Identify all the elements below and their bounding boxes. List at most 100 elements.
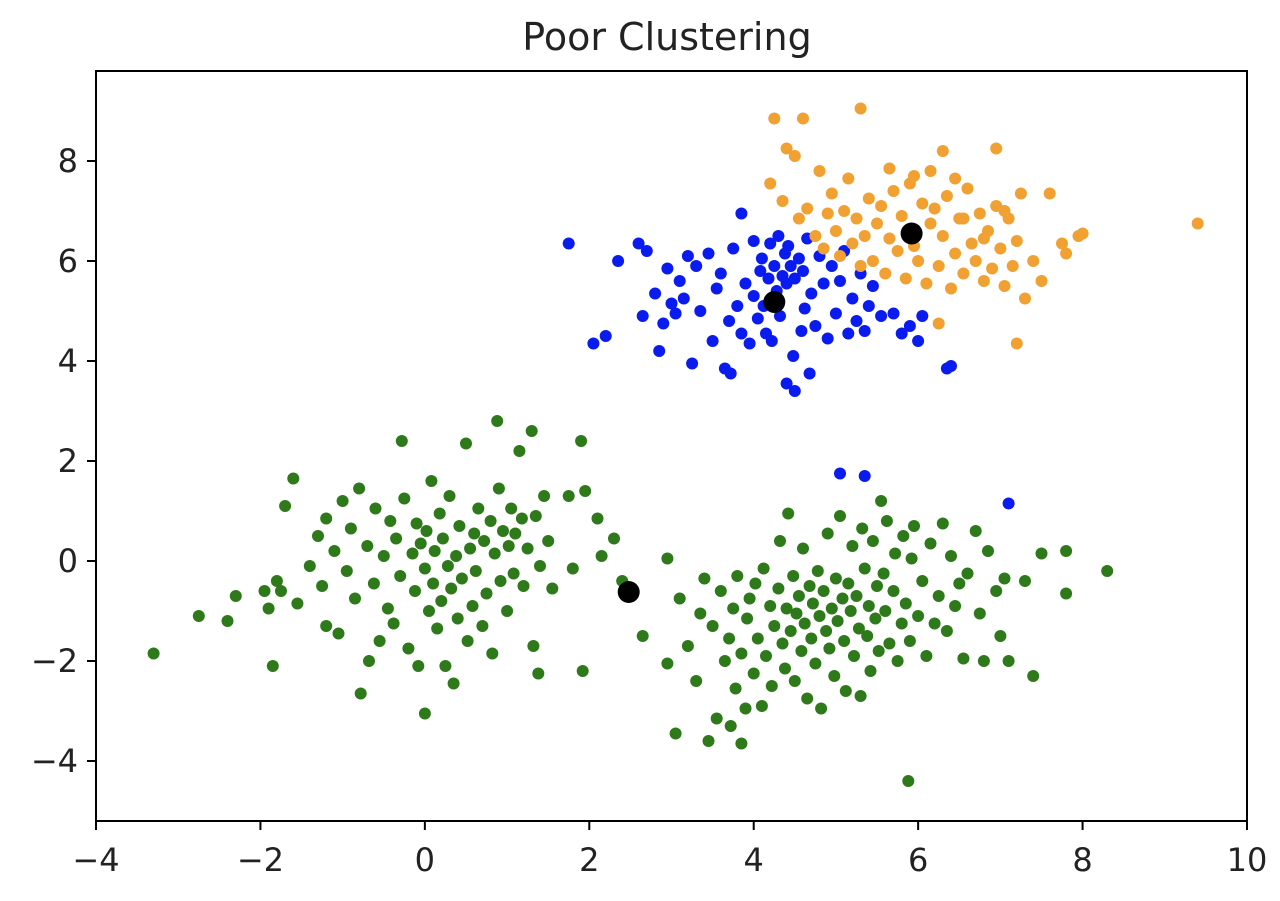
scatter-point [702,247,715,260]
scatter-point [787,570,800,582]
scatter-point [441,560,454,572]
scatter-point [312,530,324,542]
scatter-point [825,187,838,200]
scatter-point [834,275,846,287]
scatter-point [529,510,542,522]
scatter-point [395,435,408,447]
scatter-point [829,572,842,585]
scatter-point [797,265,809,277]
scatter-point [1101,565,1114,577]
scatter-point [661,552,674,565]
scatter-point [949,247,962,260]
scatter-point [729,682,742,695]
scatter-point [562,490,575,502]
scatter-point [636,630,649,642]
scatter-point [743,592,756,605]
scatter-point [768,620,781,632]
x-tick-label: 10 [1227,841,1268,879]
scatter-point [502,540,515,552]
scatter-point [702,735,715,747]
scatter-point [924,165,937,177]
scatter-point [714,267,727,280]
scatter-point [468,527,481,540]
scatter-point [505,502,518,515]
scatter-point [790,607,803,620]
scatter-point [579,485,592,497]
scatter-point [497,525,509,537]
y-tick-label: 2 [58,442,78,480]
scatter-point [879,605,892,617]
scatter-point [887,585,900,597]
scatter-point [262,602,275,615]
scatter-point [803,367,816,380]
scatter-point [469,565,482,577]
scatter-point [336,495,349,507]
scatter-point [977,655,990,667]
scatter-point [724,367,737,380]
scatter-point [856,522,869,535]
scatter-point [381,602,394,615]
scatter-point [846,237,859,250]
scatter-point [491,415,504,427]
scatter-point [797,112,809,125]
scatter-point [1060,247,1073,260]
scatter-point [779,662,791,675]
scatter-point [912,335,925,347]
scatter-point [1002,655,1015,667]
scatter-point [846,540,859,552]
scatter-point [757,562,770,575]
scatter-point [739,702,752,715]
scatter-point [852,622,865,635]
scatter-point [435,595,448,607]
scatter-point [332,627,345,640]
scatter-point [534,560,546,572]
scatter-point [858,470,871,482]
scatter-point [945,360,957,372]
scatter-point [363,655,375,667]
scatter-point [820,625,833,637]
scatter-point [817,242,830,255]
scatter-point [936,230,949,242]
scatter-point [340,565,353,577]
scatter-point [875,310,888,322]
scatter-point [850,590,863,602]
scatter-point [887,185,900,197]
scatter-point [320,512,333,525]
scatter-point [686,357,699,370]
scatter-point [353,482,366,495]
scatter-point [871,217,883,230]
y-axis: −4 −2 0 2 4 6 8 [31,142,96,780]
scatter-point [928,202,941,215]
scatter-point [575,435,588,447]
x-tick-label: 0 [415,841,435,879]
scatter-point [1035,275,1048,287]
scatter-point [433,507,446,520]
scatter-point [854,102,867,115]
scatter-point [755,252,768,265]
scatter-point [961,182,974,195]
scatter-point [838,635,851,647]
scatter-point [546,582,559,595]
scatter-point [532,667,545,680]
scatter-point [406,547,419,560]
scatter-point [287,472,300,485]
scatter-point [450,550,463,562]
scatter-point [817,585,830,597]
scatter-point [718,655,731,667]
scatter-point [714,585,727,597]
scatter-point [811,565,824,577]
scatter-point [932,590,945,602]
scatter-point [782,507,795,520]
scatter-point [706,335,719,347]
scatter-point [472,502,485,515]
scatter-point [866,255,879,267]
scatter-point [409,585,421,597]
scatter-point [291,597,304,610]
x-axis: −4 −2 0 2 4 6 8 10 [72,821,1267,879]
scatter-point [369,502,382,515]
scatter-point [949,600,962,612]
scatter-point [425,475,438,487]
scatter-point [576,665,589,677]
scatter-point [1019,292,1031,305]
scatter-point [521,542,534,555]
